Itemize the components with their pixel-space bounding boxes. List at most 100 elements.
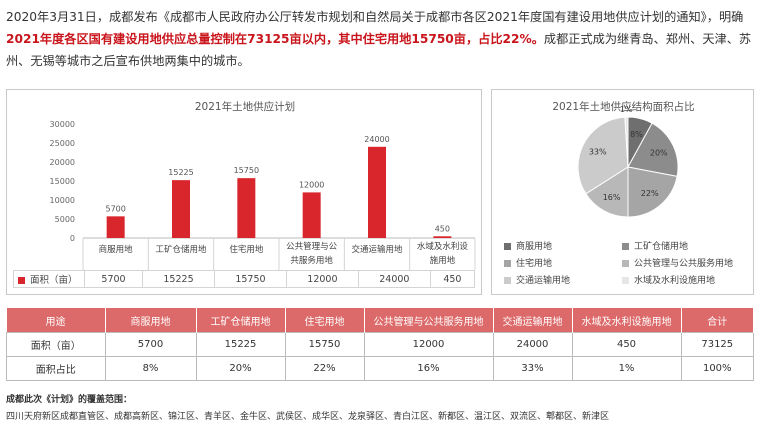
mini-value: 15225 xyxy=(142,270,215,288)
mini-legend-cell: 面积（亩） xyxy=(13,270,85,288)
y-tick-label: 5000 xyxy=(55,215,75,224)
table-header-cell: 交通运输用地 xyxy=(493,308,573,333)
table-cell: 15750 xyxy=(284,332,365,357)
bar xyxy=(433,236,452,238)
x-tick-label: 住宅用地 xyxy=(229,244,264,255)
pie-legend-label: 商服用地 xyxy=(516,242,553,252)
mini-legend-label: 面积（亩） xyxy=(30,275,78,286)
pie-legend-label: 水域及水利设施用地 xyxy=(634,276,716,286)
y-tick-label: 10000 xyxy=(50,196,75,205)
table-cell: 面积（亩） xyxy=(6,332,106,357)
coverage-content: 四川天府新区成都直管区、成都高新区、锦江区、青羊区、金牛区、武侯区、成华区、龙泉… xyxy=(6,412,610,422)
land-supply-table: 用途 商服用地 工矿仓储用地 住宅用地 公共管理与公共服务用地 交通运输用地 水… xyxy=(6,308,754,381)
pie-slice xyxy=(585,166,629,218)
y-tick-label: 15000 xyxy=(50,177,75,186)
y-tick-label: 20000 xyxy=(50,158,75,167)
pie-legend-swatch xyxy=(622,260,629,267)
pie-slice xyxy=(577,116,629,195)
pie-legend-swatch xyxy=(622,277,629,284)
pie-legend-item: 公共管理与公共服务用地 xyxy=(622,256,733,269)
pie-chart-panel: 2021年土地供应结构面积占比 8% 20% 22% 16% 33% 1% 商服用地 工矿仓… xyxy=(491,89,754,295)
table-header-cell: 工矿仓储用地 xyxy=(196,308,286,333)
bar-chart-title: 2021年土地供应计划 xyxy=(194,101,296,113)
coverage-title: 成都此次《计划》的覆盖范围： xyxy=(6,395,133,405)
table-cell: 面积占比 xyxy=(6,356,106,381)
pie-legend-label: 住宅用地 xyxy=(516,259,553,269)
pie-slice-label: 22% xyxy=(641,189,659,198)
bar xyxy=(302,192,321,238)
table-header-cell: 商服用地 xyxy=(105,308,197,333)
bar xyxy=(172,180,190,238)
bar-chart-data-table: 面积（亩） 5700 15225 15750 12000 24000 450 xyxy=(13,270,476,288)
mini-value: 5700 xyxy=(83,270,144,288)
table-cell: 12000 xyxy=(363,332,494,357)
bar xyxy=(237,178,256,238)
table-header-cell: 公共管理与公共服务用地 xyxy=(364,308,494,333)
pie-legend-label: 工矿仓储用地 xyxy=(634,242,689,252)
pie-legend-swatch xyxy=(504,243,511,250)
table-cell: 73125 xyxy=(680,332,754,357)
x-tick-label: 公共管理与公 xyxy=(286,241,338,252)
pie-slice xyxy=(627,122,679,177)
pie-legend-item: 水域及水利设施用地 xyxy=(622,273,715,286)
bar-value-label: 24000 xyxy=(364,135,389,144)
table-cell: 450 xyxy=(571,332,682,357)
pie-slice xyxy=(627,166,678,218)
x-tick-label: 共服务用地 xyxy=(290,255,333,266)
bar xyxy=(106,216,125,238)
table-cell: 15225 xyxy=(195,332,286,357)
bar-value-label: 5700 xyxy=(105,204,125,213)
table-cell: 1% xyxy=(571,356,682,381)
pie-legend-label: 公共管理与公共服务用地 xyxy=(634,259,734,269)
table-cell: 16% xyxy=(363,356,494,381)
bar-value-label: 12000 xyxy=(299,180,324,189)
table-cell: 24000 xyxy=(492,332,573,357)
table-cell: 100% xyxy=(680,356,754,381)
pie-slice-label: 33% xyxy=(589,148,607,157)
pie-slice-label: 1% xyxy=(620,105,633,114)
table-row: 面积占比 8% 20% 22% 16% 33% 1% 100% xyxy=(6,356,754,381)
y-tick-label: 25000 xyxy=(50,139,75,148)
pie-slice-label: 8% xyxy=(630,130,643,139)
pie-legend-item: 交通运输用地 xyxy=(504,273,570,286)
intro-text-1: 2020年3月31日，成都发布《成都市人民政府办公厅转发市规划和自然局关于成都市… xyxy=(6,10,744,24)
pie-chart-title: 2021年土地供应结构面积占比 xyxy=(552,101,695,113)
intro-paragraph: 2020年3月31日，成都发布《成都市人民政府办公厅转发市规划和自然局关于成都市… xyxy=(6,6,754,72)
pie-legend-swatch xyxy=(504,277,511,284)
table-header-cell: 用途 xyxy=(6,308,106,333)
mini-value: 12000 xyxy=(285,270,359,288)
y-tick-label: 0 xyxy=(70,234,75,243)
mini-value: 24000 xyxy=(357,270,431,288)
bar-value-label: 15225 xyxy=(168,168,193,177)
x-tick-label: 水域及水利设 xyxy=(417,241,469,252)
bar-chart: 30000 25000 20000 15000 10000 5000 0 5700 商服用地 15… xyxy=(50,120,476,270)
table-cell: 22% xyxy=(284,356,365,381)
x-tick-label: 工矿仓储用地 xyxy=(155,244,207,255)
x-tick-label: 商服用地 xyxy=(99,244,134,255)
pie-legend-label: 交通运输用地 xyxy=(516,276,571,286)
pie-slice-label: 16% xyxy=(603,193,621,202)
y-tick-label: 30000 xyxy=(50,120,75,129)
bar xyxy=(368,146,386,238)
x-tick-label: 交通运输用地 xyxy=(351,244,403,255)
table-header-cell: 住宅用地 xyxy=(285,308,365,333)
pie-legend-item: 工矿仓储用地 xyxy=(622,239,688,252)
mini-value: 15750 xyxy=(213,270,287,288)
table-header-cell: 合计 xyxy=(681,308,754,333)
intro-highlight: 2021年度各区国有建设用地供应总量控制在73125亩以内，其中住宅用地1575… xyxy=(6,32,544,46)
bar-chart-panel: 2021年土地供应计划 30000 25000 20000 15000 10000 500… xyxy=(6,89,482,295)
pie-chart: 8% 20% 22% 16% 33% 1% xyxy=(577,105,679,218)
table-row: 面积（亩） 5700 15225 15750 12000 24000 450 7… xyxy=(6,332,754,357)
pie-legend-item: 商服用地 xyxy=(504,239,552,252)
table-header-row: 用途 商服用地 工矿仓储用地 住宅用地 公共管理与公共服务用地 交通运输用地 水… xyxy=(6,308,754,333)
table-header-cell: 水域及水利设施用地 xyxy=(572,308,682,333)
table-cell: 5700 xyxy=(104,332,197,357)
pie-legend-swatch xyxy=(622,243,629,250)
table-cell: 33% xyxy=(492,356,573,381)
intro-text-2: 成都正式成为继青岛、郑州、天津、苏州、无锡等城市之后宣布供地两集中的城市。 xyxy=(6,32,752,68)
pie-slice xyxy=(624,116,629,168)
table-cell: 20% xyxy=(195,356,286,381)
bar-value-label: 450 xyxy=(435,224,450,233)
pie-legend-item: 住宅用地 xyxy=(504,256,552,269)
mini-legend-swatch xyxy=(18,277,25,284)
